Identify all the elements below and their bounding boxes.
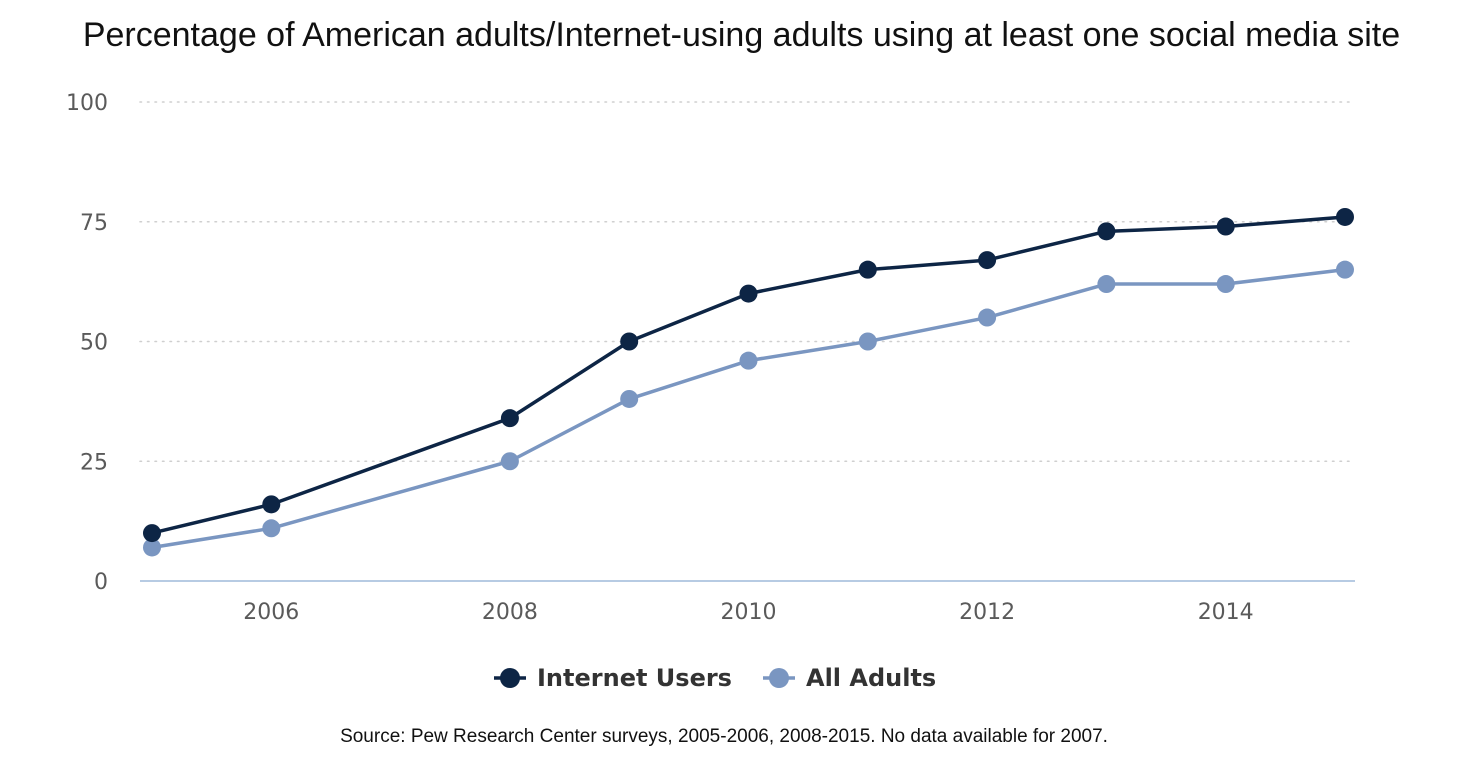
legend-label: All Adults xyxy=(806,664,936,692)
data-point[interactable] xyxy=(500,409,519,428)
series-line xyxy=(150,215,1347,535)
data-point[interactable] xyxy=(1336,260,1354,279)
data-point[interactable] xyxy=(1097,275,1116,294)
data-point[interactable] xyxy=(739,351,758,370)
gridlines xyxy=(139,101,1356,463)
source-note: Source: Pew Research Center surveys, 200… xyxy=(340,726,1108,747)
data-point[interactable] xyxy=(262,519,281,538)
data-point[interactable] xyxy=(858,332,877,351)
series-internet-users xyxy=(143,207,1354,543)
legend[interactable]: Internet Users All Adults xyxy=(494,664,936,692)
data-point[interactable] xyxy=(143,524,161,543)
x-tick-label: 2010 xyxy=(721,600,777,625)
legend-marker xyxy=(500,668,520,688)
legend-item-all-adults[interactable]: All Adults xyxy=(763,664,936,692)
data-point[interactable] xyxy=(500,452,519,471)
x-tick-label: 2008 xyxy=(482,600,538,625)
data-point[interactable] xyxy=(1216,275,1235,294)
legend-label: Internet Users xyxy=(537,664,732,692)
x-tick-label: 2014 xyxy=(1198,600,1254,625)
chart-title: Percentage of American adults/Internet-u… xyxy=(82,16,1401,54)
data-point[interactable] xyxy=(978,308,997,327)
data-point[interactable] xyxy=(978,251,997,270)
series-line xyxy=(150,267,1347,550)
x-tick-label: 2006 xyxy=(243,600,299,625)
data-point[interactable] xyxy=(858,260,877,279)
legend-marker xyxy=(769,668,789,688)
axes: 0 25 50 75 100 2006 2008 2010 2012 2014 xyxy=(66,91,1355,625)
data-point[interactable] xyxy=(739,284,758,303)
y-tick-label: 75 xyxy=(80,211,108,236)
y-tick-label: 25 xyxy=(80,450,108,475)
data-point[interactable] xyxy=(1097,222,1116,241)
data-point[interactable] xyxy=(262,495,281,514)
legend-item-internet-users[interactable]: Internet Users xyxy=(494,664,732,692)
series-all-adults xyxy=(143,260,1354,557)
y-tick-label: 50 xyxy=(80,331,108,356)
data-point[interactable] xyxy=(1336,207,1354,226)
series-group xyxy=(143,207,1354,557)
x-tick-label: 2012 xyxy=(959,600,1015,625)
y-tick-label: 100 xyxy=(66,91,108,116)
line-chart: 0 25 50 75 100 2006 2008 2010 2012 2014 Internet … xyxy=(66,91,1356,692)
data-point[interactable] xyxy=(620,332,639,351)
data-point[interactable] xyxy=(143,538,161,557)
y-tick-label: 0 xyxy=(94,570,108,595)
data-point[interactable] xyxy=(1216,217,1235,236)
data-point[interactable] xyxy=(620,389,639,408)
